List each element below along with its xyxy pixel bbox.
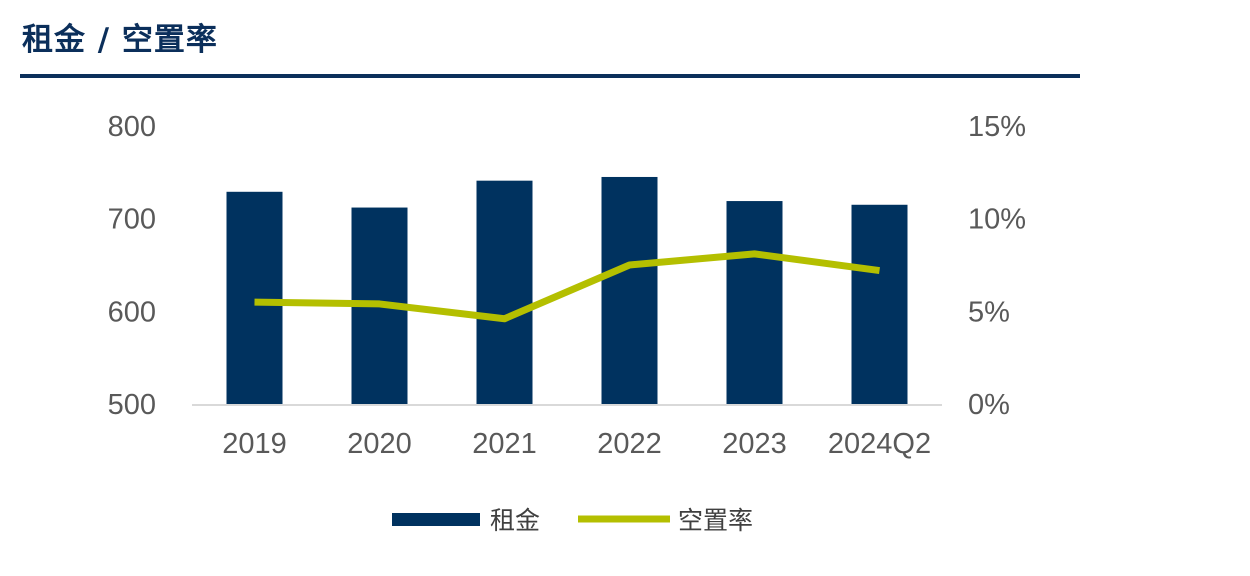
left-tick-label: 800 <box>108 111 156 143</box>
left-axis-ticks: 500 600 700 800 <box>108 111 156 421</box>
left-tick-label: 700 <box>108 204 156 236</box>
bar-2019 <box>226 191 283 404</box>
page-title: 租金 / 空置率 <box>22 22 218 58</box>
chart-legend: 租金 空置率 <box>392 506 753 535</box>
x-tick-label: 2023 <box>722 428 787 460</box>
bar-2022 <box>601 176 658 404</box>
x-tick-label: 2020 <box>347 428 412 460</box>
legend-swatch-rent <box>392 513 480 526</box>
bar-2023 <box>726 201 783 404</box>
x-tick-label: 2024Q2 <box>828 428 931 460</box>
line-series-vacancy <box>254 250 880 323</box>
bar-series-rent <box>226 176 908 404</box>
x-tick-label: 2019 <box>222 428 287 460</box>
legend-label-vacancy: 空置率 <box>678 506 753 535</box>
right-tick-label: 10% <box>968 204 1026 236</box>
x-tick-label: 2021 <box>472 428 537 460</box>
right-tick-label: 15% <box>968 111 1026 143</box>
right-axis-ticks: 0% 5% 10% 15% <box>968 111 1026 421</box>
x-axis-ticks: 2019 2020 2021 2022 2023 2024Q2 <box>222 428 931 460</box>
bar-2021 <box>476 180 533 404</box>
bar-2024Q2 <box>851 204 908 404</box>
right-tick-label: 0% <box>968 389 1010 421</box>
left-tick-label: 600 <box>108 296 156 328</box>
legend-label-rent: 租金 <box>490 506 540 535</box>
x-tick-label: 2022 <box>597 428 662 460</box>
vacancy-line <box>254 250 880 323</box>
title-divider <box>20 74 1080 78</box>
right-tick-label: 5% <box>968 296 1010 328</box>
left-tick-label: 500 <box>108 389 156 421</box>
